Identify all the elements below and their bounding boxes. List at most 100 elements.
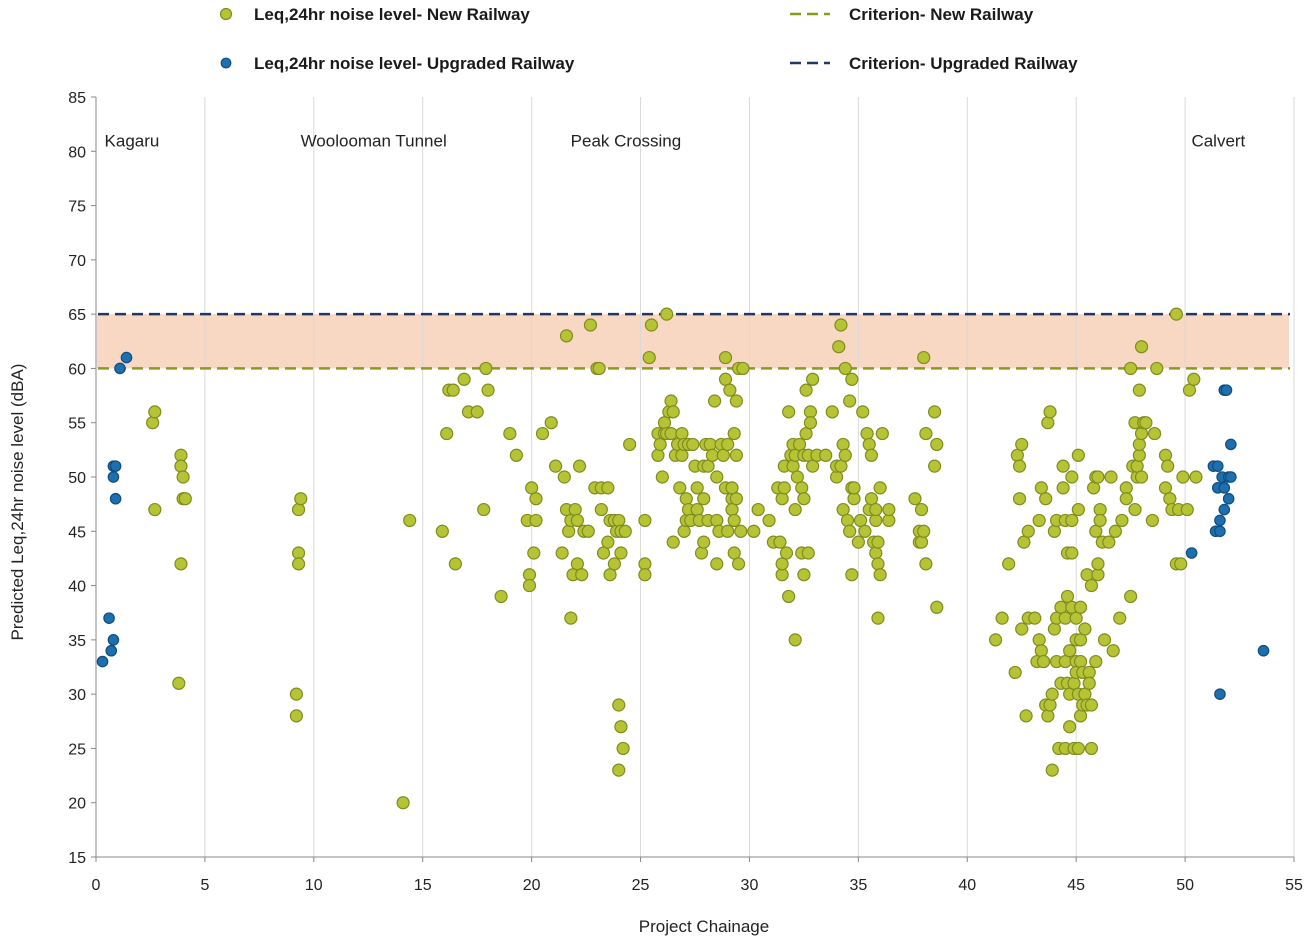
new-railway-point	[1043, 405, 1057, 419]
new-railway-point	[782, 405, 796, 419]
new-railway-point	[479, 361, 493, 376]
upgraded-railway-point	[1214, 688, 1226, 700]
new-railway-point	[782, 589, 796, 604]
new-railway-point	[788, 633, 802, 647]
new-railway-point	[1028, 611, 1042, 625]
new-railway-point	[836, 437, 850, 452]
new-railway-point	[572, 459, 587, 473]
upgraded-railway-point	[107, 471, 120, 483]
location-annotation: Woolooman Tunnel	[301, 131, 447, 150]
new-railway-point	[291, 546, 306, 560]
new-railway-point	[1134, 470, 1149, 484]
new-railway-point	[1102, 535, 1116, 549]
new-railway-point	[819, 448, 833, 462]
new-railway-point	[1089, 654, 1103, 669]
new-railway-point	[853, 513, 868, 528]
new-railway-point	[716, 448, 730, 462]
y-axis-title: Predicted Leq,24hr noise level (dBA)	[8, 364, 27, 641]
new-railway-point	[1124, 589, 1138, 604]
new-railway-point	[607, 557, 622, 571]
new-railway-point	[686, 437, 700, 452]
upgraded-railway-point	[1211, 460, 1224, 472]
new-railway-point	[727, 546, 741, 560]
new-railway-point	[1093, 502, 1107, 517]
new-railway-point	[875, 426, 889, 441]
new-railway-point	[930, 437, 944, 452]
new-railway-point	[601, 535, 615, 549]
new-railway-point	[1084, 578, 1099, 593]
new-railway-point	[1063, 720, 1077, 734]
x-axis-title: Project Chainage	[639, 917, 769, 936]
legend-marker	[219, 7, 233, 21]
new-railway-point	[1043, 698, 1057, 712]
new-railway-point	[832, 340, 846, 354]
new-railway-point	[869, 546, 883, 560]
new-railway-point	[1056, 459, 1070, 473]
new-railway-point	[843, 394, 857, 408]
new-railway-point	[172, 676, 186, 690]
new-railway-point	[788, 502, 802, 517]
new-railway-point	[1017, 535, 1031, 549]
new-railway-point	[834, 459, 848, 473]
new-railway-point	[679, 492, 693, 506]
new-railway-point	[174, 557, 188, 571]
new-railway-point	[797, 568, 811, 582]
new-railway-point	[1082, 665, 1096, 680]
new-railway-point	[873, 481, 887, 495]
new-railway-point	[1097, 633, 1112, 647]
y-tick-label: 45	[68, 524, 86, 541]
new-railway-point	[725, 481, 739, 495]
new-railway-point	[470, 405, 484, 419]
new-railway-point	[1065, 470, 1079, 484]
new-railway-point	[799, 426, 813, 441]
new-railway-point	[914, 502, 929, 517]
new-railway-point	[1087, 481, 1101, 495]
legend-label: Leq,24hr noise level- New Railway	[254, 5, 530, 24]
new-railway-point	[1047, 524, 1062, 538]
new-railway-point	[594, 502, 608, 517]
new-railway-point	[1065, 546, 1079, 560]
new-railway-point	[522, 578, 537, 593]
new-railway-point	[1021, 524, 1035, 538]
new-railway-point	[1015, 437, 1029, 452]
x-tick-label: 45	[1067, 877, 1085, 894]
new-railway-point	[843, 524, 857, 538]
new-railway-point	[1041, 709, 1055, 723]
new-railway-point	[729, 394, 743, 408]
new-railway-point	[525, 481, 539, 495]
new-railway-point	[708, 394, 722, 408]
x-tick-label: 55	[1285, 877, 1303, 894]
new-railway-point	[1065, 513, 1079, 528]
new-railway-point	[697, 492, 711, 506]
new-railway-point	[697, 535, 711, 549]
new-railway-point	[908, 492, 922, 506]
new-railway-point	[1054, 600, 1068, 614]
new-railway-point	[148, 502, 162, 517]
new-railway-point	[1047, 622, 1062, 636]
y-tick-label: 80	[68, 144, 86, 161]
new-railway-point	[703, 437, 717, 452]
new-railway-point	[1058, 611, 1072, 625]
new-railway-point	[664, 426, 678, 441]
new-railway-point	[927, 405, 942, 419]
new-railway-point	[1132, 383, 1146, 397]
new-railway-point	[535, 426, 550, 441]
new-railway-point	[825, 405, 839, 419]
new-railway-point	[666, 405, 680, 419]
new-railway-point	[1189, 470, 1203, 484]
new-railway-point	[583, 318, 598, 332]
new-railway-point	[694, 546, 709, 560]
new-railway-point	[1084, 741, 1099, 756]
new-railway-point	[612, 513, 626, 528]
upgraded-railway-point	[1225, 438, 1237, 451]
new-railway-point	[747, 524, 761, 538]
new-railway-point	[457, 372, 471, 386]
new-railway-point	[148, 405, 162, 419]
new-railway-point	[1012, 492, 1027, 506]
new-railway-point	[1010, 448, 1024, 462]
new-railway-point	[856, 405, 870, 419]
new-railway-point	[1106, 644, 1120, 658]
new-railway-point	[988, 633, 1003, 647]
new-railway-point	[677, 524, 691, 538]
new-railway-point	[1069, 611, 1083, 625]
